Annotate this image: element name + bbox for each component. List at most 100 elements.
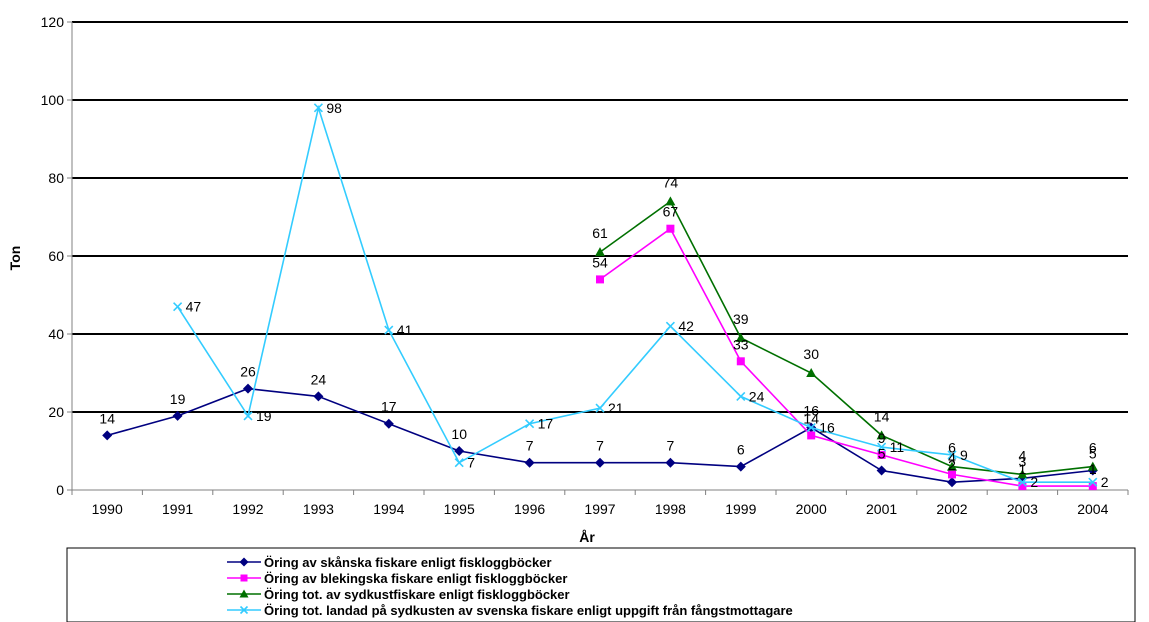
x-axis-title: År xyxy=(579,529,595,545)
data-label: 14 xyxy=(803,410,819,426)
data-label: 39 xyxy=(733,311,749,327)
data-label: 2 xyxy=(1101,474,1109,490)
data-label: 16 xyxy=(819,420,835,436)
x-tick-label: 1996 xyxy=(514,501,545,517)
data-label: 19 xyxy=(256,408,272,424)
data-label: 7 xyxy=(526,438,534,454)
series-line xyxy=(599,227,1093,487)
data-point xyxy=(806,423,816,433)
legend-label: Öring av blekingska fiskare enligt fiskl… xyxy=(264,571,567,586)
data-point xyxy=(102,430,113,441)
data-point xyxy=(665,196,676,206)
data-point xyxy=(313,103,323,113)
legend-entry: Öring tot. av sydkustfiskare enligt fisk… xyxy=(227,587,570,602)
legend: Öring av skånska fiskare enligt fisklogg… xyxy=(66,547,1136,622)
x-tick-label: 1997 xyxy=(584,501,615,517)
data-label: 6 xyxy=(1089,440,1097,456)
data-label: 2 xyxy=(1030,474,1038,490)
series-line xyxy=(599,200,1093,476)
data-label: 42 xyxy=(678,318,694,334)
data-label: 3 xyxy=(1019,453,1027,469)
gridlines xyxy=(72,21,1128,413)
y-tick-label: 60 xyxy=(48,248,64,264)
data-point xyxy=(383,418,394,429)
x-tick-label: 1990 xyxy=(92,501,123,517)
data-label: 4 xyxy=(1019,447,1027,463)
data-point xyxy=(876,465,887,476)
data-point xyxy=(735,332,746,342)
data-label: 10 xyxy=(451,426,467,442)
x-tick-label: 1993 xyxy=(303,501,334,517)
data-point xyxy=(947,477,957,488)
data-point xyxy=(243,383,253,394)
data-point xyxy=(666,224,675,233)
y-axis-title: Ton xyxy=(7,246,23,271)
data-point xyxy=(525,419,535,429)
data-point xyxy=(947,450,957,460)
y-tick-label: 100 xyxy=(41,92,65,108)
data-label: 1 xyxy=(1089,461,1097,477)
data-point xyxy=(313,391,324,402)
data-point xyxy=(948,470,956,479)
data-point xyxy=(172,410,183,421)
data-label: 98 xyxy=(326,100,342,116)
series-lines xyxy=(102,103,1098,491)
data-point xyxy=(807,431,816,440)
data-label: 24 xyxy=(311,371,327,387)
data-label: 41 xyxy=(397,322,413,338)
data-point xyxy=(595,247,605,257)
legend-entry: Öring tot. landad på sydkusten av svensk… xyxy=(227,603,793,618)
data-point xyxy=(1017,469,1028,479)
series-line xyxy=(106,387,1093,484)
data-point xyxy=(735,461,746,472)
data-label: 11 xyxy=(890,439,905,455)
x-tick-label: 1999 xyxy=(725,501,756,517)
data-point xyxy=(1017,477,1027,487)
data-label: 19 xyxy=(170,391,186,407)
data-label: 30 xyxy=(803,346,819,362)
legend-entry: Öring av skånska fiskare enligt fisklogg… xyxy=(227,555,552,570)
data-point xyxy=(1088,477,1098,487)
data-label: 6 xyxy=(948,440,956,456)
data-point xyxy=(736,391,746,401)
data-label: 74 xyxy=(663,174,679,190)
data-label: 14 xyxy=(874,408,890,424)
series-3 xyxy=(595,196,1098,479)
x-tick-label: 1992 xyxy=(232,501,263,517)
data-point xyxy=(239,605,249,615)
y-tick-label: 120 xyxy=(41,14,65,30)
data-label: 2 xyxy=(948,457,956,473)
data-label: 24 xyxy=(749,388,765,404)
series-2 xyxy=(596,224,1097,491)
y-tick-label: 80 xyxy=(48,170,64,186)
y-tick-label: 0 xyxy=(56,482,64,498)
legend-entry: Öring av blekingska fiskare enligt fiskl… xyxy=(227,571,567,586)
data-point xyxy=(665,321,675,331)
data-point xyxy=(595,457,605,468)
data-label: 9 xyxy=(960,447,968,463)
data-label: 17 xyxy=(381,399,397,415)
data-point xyxy=(595,403,605,413)
legend-label: Öring av skånska fiskare enligt fisklogg… xyxy=(264,555,552,570)
data-label: 14 xyxy=(99,410,115,426)
series-1 xyxy=(102,383,1098,488)
data-point xyxy=(1088,482,1097,491)
data-point xyxy=(173,302,183,312)
data-point xyxy=(736,357,745,366)
x-tick-label: 2003 xyxy=(1007,501,1038,517)
x-tick-label: 2000 xyxy=(796,501,827,517)
data-point xyxy=(947,461,957,471)
data-label: 5 xyxy=(1089,446,1097,462)
data-label: 17 xyxy=(538,416,554,432)
data-label: 4 xyxy=(948,449,956,465)
data-label: 7 xyxy=(467,455,475,471)
series-4 xyxy=(173,103,1098,487)
data-label: 61 xyxy=(592,225,608,241)
data-point xyxy=(524,457,535,468)
legend-label: Öring tot. av sydkustfiskare enligt fisk… xyxy=(264,587,570,602)
data-label: 67 xyxy=(663,204,679,220)
data-point xyxy=(454,458,464,468)
data-point xyxy=(239,557,249,567)
data-point xyxy=(239,589,249,598)
